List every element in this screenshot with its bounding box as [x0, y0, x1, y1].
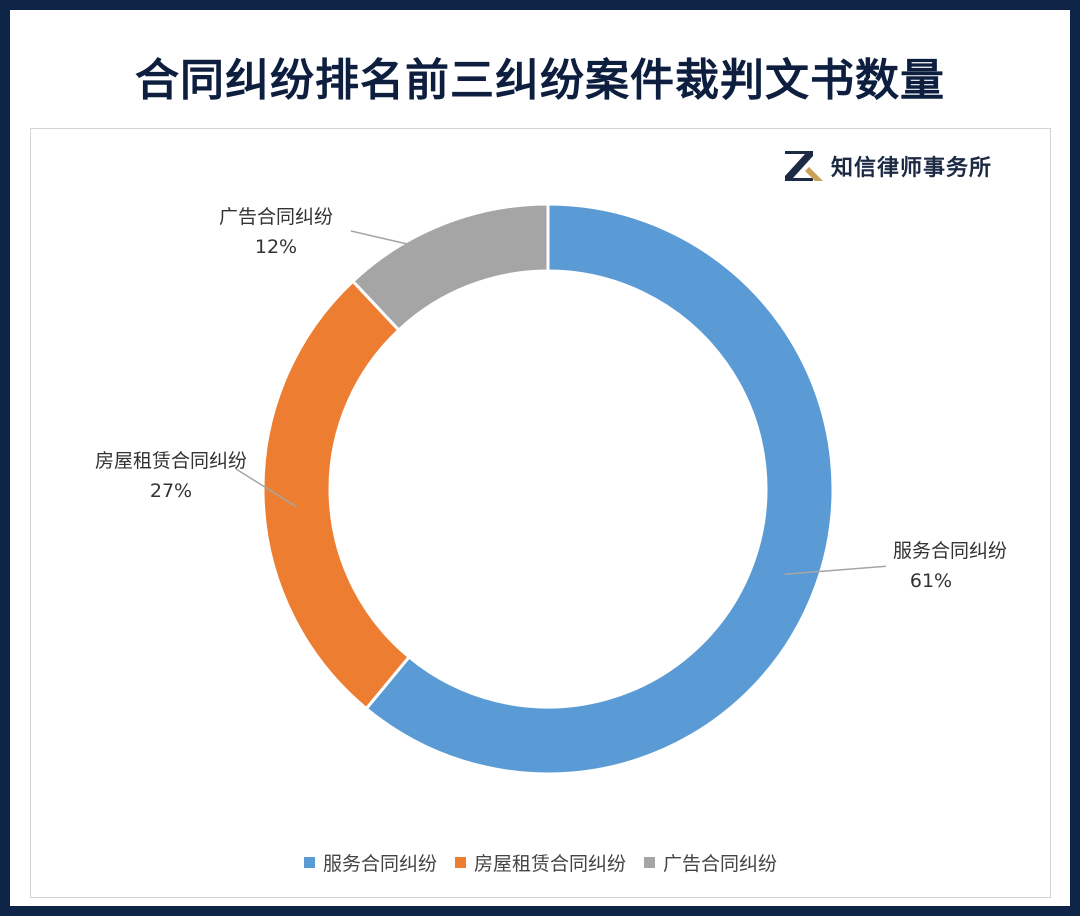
chart-title: 合同纠纷排名前三纠纷案件裁判文书数量	[135, 55, 945, 106]
legend-label-2: 房屋租赁合同纠纷	[473, 853, 626, 875]
leader-line-3	[350, 230, 456, 256]
donut-chart: 服务合同纠纷 61% 房屋租赁合同纠纷 27% 广告合同纠纷 12%	[95, 202, 1007, 776]
leader-line-2	[235, 468, 298, 508]
legend-item-2: 房屋租赁合同纠纷	[454, 849, 626, 876]
law-firm-logo: 知信律师事务所	[783, 149, 992, 183]
slice-1	[364, 202, 835, 776]
chart-legend: 服务合同纠纷 房屋租赁合同纠纷 广告合同纠纷	[31, 849, 1050, 876]
data-label-category-2: 房屋租赁合同纠纷	[95, 450, 247, 472]
data-label-value-3: 12%	[255, 236, 297, 258]
slice-3	[350, 202, 550, 333]
chart-area: 知信律师事务所 服务合同纠纷 61% 房屋租赁合同纠纷 27% 广告合同纠纷 12% 服务…	[30, 128, 1051, 898]
data-label-category-3: 广告合同纠纷	[219, 206, 333, 228]
zx-logo-icon	[785, 151, 823, 181]
legend-item-1: 服务合同纠纷	[303, 849, 437, 876]
data-label-category-1: 服务合同纠纷	[893, 540, 1007, 562]
legend-swatch-2	[454, 857, 466, 868]
legend-label-3: 广告合同纠纷	[663, 853, 778, 875]
data-label-value-1: 61%	[910, 570, 952, 592]
legend-swatch-1	[303, 857, 315, 868]
leader-line-1	[784, 565, 887, 575]
frame: 合同纠纷排名前三纠纷案件裁判文书数量 知信律师事务所 服务合同纠纷 61% 房屋租赁…	[10, 10, 1070, 906]
legend-item-3: 广告合同纠纷	[644, 849, 777, 876]
data-label-value-2: 27%	[150, 480, 192, 502]
legend-label-1: 服务合同纠纷	[322, 853, 437, 875]
legend-swatch-3	[644, 857, 655, 868]
logo-text: 知信律师事务所	[831, 156, 993, 181]
slice-2	[261, 279, 412, 711]
